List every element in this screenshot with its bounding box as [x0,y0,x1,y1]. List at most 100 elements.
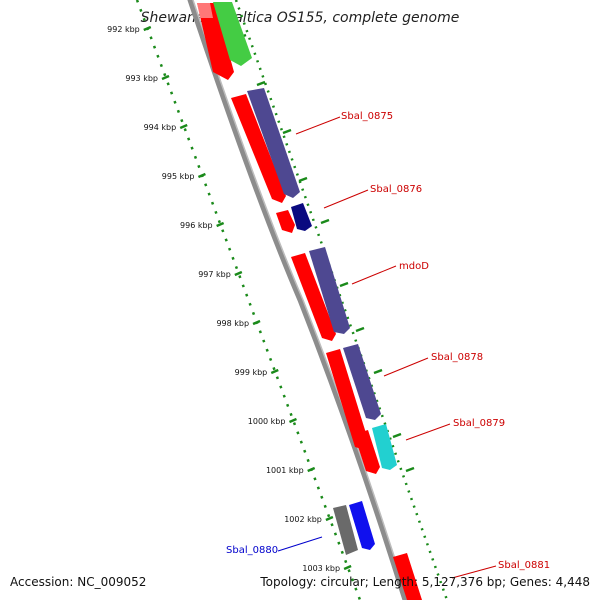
ruler-minor-tick [187,137,191,141]
gene-label[interactable]: mdoD [399,261,429,272]
gene-arrow-red[interactable] [197,3,234,80]
ruler-major-tick [270,368,279,375]
ruler-tick-label: 1001 kbp [266,466,304,475]
ruler-minor-tick [306,458,310,463]
ruler-major-tick [234,270,243,277]
ruler-minor-tick [238,275,242,279]
gene-label[interactable]: Sbal_0875 [341,111,393,122]
kbp-ruler [135,0,415,600]
ruler-minor-tick [354,587,358,591]
ruler-major-tick [179,123,188,130]
gene-label[interactable]: Sbal_0878 [431,352,483,363]
gene-label[interactable]: Sbal_0881 [498,560,550,571]
ruler-minor-tick [231,256,235,260]
ruler-minor-tick [166,82,170,86]
outer-track-tick [339,281,349,288]
ruler-tick-label: 994 kbp [144,123,177,132]
ruler-major-tick [288,417,297,424]
outer-track-tick [405,466,415,473]
ruler-minor-tick [248,302,252,306]
ruler-minor-tick [265,348,269,352]
ruler-minor-tick [344,559,348,564]
ruler-minor-tick [296,431,300,435]
ruler-minor-tick [251,311,256,316]
ruler-minor-tick [282,394,286,398]
gene-label[interactable]: Sbal_0876 [370,184,422,195]
ruler-minor-tick [245,293,249,297]
gene-arrow-red[interactable] [276,210,295,233]
gene-arrow-red[interactable] [231,94,286,203]
gene-arrow-red[interactable] [326,349,369,450]
ruler-minor-tick [279,385,283,389]
ruler-minor-tick [169,91,174,95]
outer-track-tick [282,128,292,135]
outer-track-tick [355,326,365,333]
ruler-minor-tick [337,541,341,545]
ruler-minor-tick [258,330,262,334]
cds-arrow-navy[interactable] [291,203,312,231]
ruler-tick-label: 995 kbp [162,172,195,181]
ruler-minor-tick [262,339,266,343]
gene-label[interactable]: Sbal_0879 [453,418,505,429]
ruler-minor-tick [163,73,167,77]
cds-arrow-purple[interactable] [309,247,350,334]
ruler-tick-label: 1000 kbp [248,417,286,426]
ruler-minor-tick [221,229,225,233]
ruler-minor-tick [210,201,215,205]
gene-arrow-red[interactable] [291,253,336,341]
gene-arrow-red[interactable] [354,430,380,474]
outer-track-tick [320,218,330,225]
gene-arrow-red[interactable] [393,553,422,600]
ruler-minor-tick [228,247,232,251]
cds-track [213,2,397,555]
ruler-minor-tick [275,376,280,380]
ruler-major-tick [325,515,334,522]
ruler-tick-label: 1003 kbp [302,564,340,573]
genome-backbone-shadow [192,0,409,600]
ruler-minor-tick [180,118,184,123]
ruler-major-tick [197,172,206,179]
ruler-minor-tick [323,504,327,509]
ruler-tick-label: 997 kbp [198,270,231,279]
outer-track-tick [373,368,383,375]
ruler-minor-tick [292,422,297,426]
ruler-minor-tick [224,238,228,242]
ruler-minor-tick [183,128,187,132]
ruler-major-tick [143,25,152,32]
ruler-minor-tick [299,440,303,444]
ruler-tick-label: 999 kbp [235,368,268,377]
ruler-minor-tick [350,578,355,582]
kbp-tick-labels: 992 kbp 993 kbp 994 kbp 995 kbp 996 kbp 997 k… [107,25,340,573]
ruler-major-tick [216,221,225,228]
ruler-minor-tick [313,477,317,481]
ruler-tick-label: 993 kbp [125,74,158,83]
cds-arrow-cyan[interactable] [372,424,397,470]
cds-arrow-purple[interactable] [343,344,381,420]
cds-arrow-purple[interactable] [247,88,300,198]
ruler-minor-tick [139,8,143,12]
ruler-minor-tick [286,403,290,407]
cds-arrow-gray[interactable] [333,505,358,555]
label-leaders [277,116,497,579]
ruler-major-tick [343,564,352,571]
ruler-minor-tick [142,17,146,22]
ruler-minor-tick [241,284,245,288]
ruler-major-tick [252,319,261,326]
gene-label[interactable]: Sbal_0880 [226,545,278,556]
ruler-minor-tick [204,183,208,187]
ruler-minor-tick [272,367,276,371]
ruler-minor-tick [289,412,293,417]
cds-arrow-green[interactable] [213,2,252,66]
ruler-minor-tick [347,569,351,573]
ruler-minor-tick [176,109,181,114]
ruler-minor-tick [214,210,218,215]
outer-track-tick [256,80,266,87]
ruler-minor-tick [207,192,211,196]
ruler-minor-tick [193,155,198,159]
genome-backbone [187,0,408,600]
ruler-minor-tick [268,357,273,362]
ruler-minor-tick [303,449,307,453]
ruler-minor-tick [316,486,320,490]
cds-arrow-blue[interactable] [349,501,375,550]
